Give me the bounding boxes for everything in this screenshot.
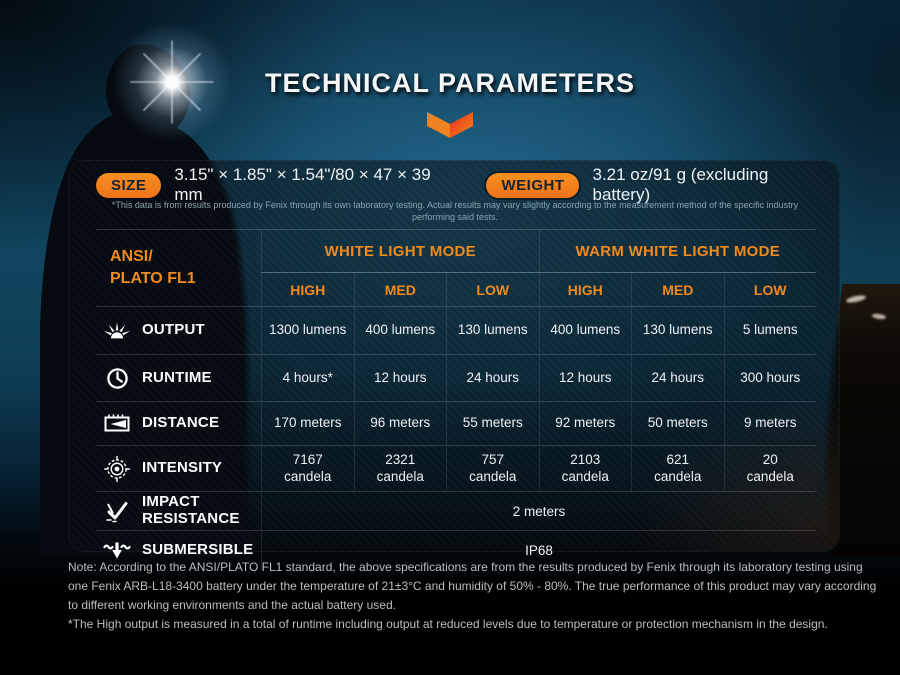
table-cell: 130 lumens bbox=[631, 307, 724, 354]
ansi-plato-corner-label: ANSI/ PLATO FL1 bbox=[110, 248, 196, 287]
table-cell: 4 hours* bbox=[261, 355, 354, 401]
table-cell: 621 candela bbox=[631, 446, 724, 491]
output-burst-icon bbox=[101, 320, 133, 341]
table-cell: 20 candela bbox=[723, 446, 817, 491]
page-title: TECHNICAL PARAMETERS bbox=[264, 68, 635, 98]
row-label: RUNTIME bbox=[142, 368, 212, 386]
row-label: DISTANCE bbox=[142, 414, 220, 432]
table-cell: 96 meters bbox=[353, 402, 447, 445]
subheader-low: LOW bbox=[723, 273, 817, 306]
submersible-icon bbox=[101, 541, 133, 561]
table-row-output: OUTPUT 1300 lumens 400 lumens 130 lumens… bbox=[96, 306, 816, 354]
group-header-warm-white-light: WARM WHITE LIGHT MODE bbox=[538, 230, 817, 272]
beam-distance-icon bbox=[101, 414, 133, 433]
row-label: IMPACT RESISTANCE bbox=[142, 493, 240, 527]
bottom-notes: Note: According to the ANSI/PLATO FL1 st… bbox=[68, 558, 882, 634]
table-cell: 2103 candela bbox=[538, 446, 632, 491]
size-weight-row: SIZE 3.15" × 1.85" × 1.54"/80 × 47 × 39 … bbox=[96, 161, 814, 204]
row-label: INTENSITY bbox=[142, 459, 223, 477]
subheader-med: MED bbox=[631, 273, 724, 306]
table-header: ANSI/ PLATO FL1 WHITE LIGHT MODE WARM WH… bbox=[96, 229, 816, 306]
note-paragraph: Note: According to the ANSI/PLATO FL1 st… bbox=[68, 560, 877, 612]
spec-table: ANSI/ PLATO FL1 WHITE LIGHT MODE WARM WH… bbox=[96, 229, 816, 570]
chevron-down-icon bbox=[421, 112, 479, 143]
impact-check-icon bbox=[101, 500, 133, 523]
weight-badge: WEIGHT bbox=[486, 172, 580, 198]
table-cell: 24 hours bbox=[446, 355, 539, 401]
table-cell: 300 hours bbox=[723, 355, 817, 401]
table-row-intensity: INTENSITY 7167 candela 2321 candela 757 … bbox=[96, 445, 816, 491]
table-cell-span: IP68 bbox=[261, 531, 816, 570]
table-cell: 12 hours bbox=[538, 355, 632, 401]
table-cell: 50 meters bbox=[631, 402, 724, 445]
table-cell: 1300 lumens bbox=[261, 307, 354, 354]
asterisk-note: *The High output is measured in a total … bbox=[68, 617, 828, 631]
size-value: 3.15" × 1.85" × 1.54"/80 × 47 × 39 mm bbox=[174, 165, 431, 204]
table-cell: 7167 candela bbox=[261, 446, 354, 491]
table-cell: 9 meters bbox=[723, 402, 817, 445]
table-cell: 170 meters bbox=[261, 402, 354, 445]
subheader-high: HIGH bbox=[538, 273, 632, 306]
table-cell: 130 lumens bbox=[446, 307, 539, 354]
row-label: OUTPUT bbox=[142, 321, 205, 339]
table-row-distance: DISTANCE 170 meters 96 meters 55 meters … bbox=[96, 401, 816, 445]
subheader-high: HIGH bbox=[261, 273, 354, 306]
table-row-runtime: RUNTIME 4 hours* 12 hours 24 hours 12 ho… bbox=[96, 354, 816, 401]
lab-testing-footnote: *This data is from results produced by F… bbox=[111, 200, 799, 222]
subheader-med: MED bbox=[353, 273, 447, 306]
spec-panel: SIZE 3.15" × 1.85" × 1.54"/80 × 47 × 39 … bbox=[68, 160, 840, 570]
size-badge: SIZE bbox=[96, 172, 162, 198]
table-cell: 400 lumens bbox=[538, 307, 632, 354]
table-cell-span: 2 meters bbox=[261, 492, 816, 530]
table-cell: 92 meters bbox=[538, 402, 632, 445]
weight-value: 3.21 oz/91 g (excluding battery) bbox=[592, 165, 769, 204]
table-cell: 757 candela bbox=[446, 446, 539, 491]
intensity-target-icon bbox=[101, 455, 133, 482]
table-cell: 12 hours bbox=[353, 355, 447, 401]
table-cell: 24 hours bbox=[631, 355, 724, 401]
table-cell: 5 lumens bbox=[723, 307, 817, 354]
subheader-low: LOW bbox=[446, 273, 539, 306]
clock-icon bbox=[101, 367, 133, 390]
table-cell: 400 lumens bbox=[353, 307, 447, 354]
group-header-white-light: WHITE LIGHT MODE bbox=[261, 230, 539, 272]
table-cell: 2321 candela bbox=[353, 446, 447, 491]
row-label: SUBMERSIBLE bbox=[142, 541, 254, 559]
table-row-impact-resistance: IMPACT RESISTANCE 2 meters bbox=[96, 491, 816, 530]
table-cell: 55 meters bbox=[446, 402, 539, 445]
table-row-submersible: SUBMERSIBLE IP68 bbox=[96, 530, 816, 570]
